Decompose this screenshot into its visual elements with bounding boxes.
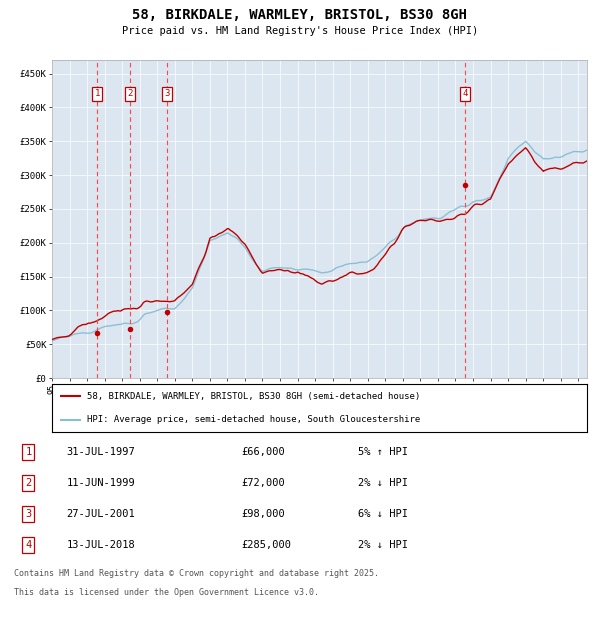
Text: Price paid vs. HM Land Registry's House Price Index (HPI): Price paid vs. HM Land Registry's House … <box>122 26 478 36</box>
Text: 3: 3 <box>25 509 32 519</box>
Text: 11-JUN-1999: 11-JUN-1999 <box>67 478 135 488</box>
Text: 5% ↑ HPI: 5% ↑ HPI <box>358 446 409 456</box>
Text: 2% ↓ HPI: 2% ↓ HPI <box>358 478 409 488</box>
Text: 4: 4 <box>25 541 32 551</box>
Text: 58, BIRKDALE, WARMLEY, BRISTOL, BS30 8GH (semi-detached house): 58, BIRKDALE, WARMLEY, BRISTOL, BS30 8GH… <box>87 391 420 401</box>
Text: 3: 3 <box>164 89 170 99</box>
Text: 2: 2 <box>127 89 133 99</box>
Text: 27-JUL-2001: 27-JUL-2001 <box>67 509 135 519</box>
Text: £98,000: £98,000 <box>242 509 286 519</box>
Text: 1: 1 <box>94 89 100 99</box>
Text: Contains HM Land Registry data © Crown copyright and database right 2025.: Contains HM Land Registry data © Crown c… <box>14 569 379 578</box>
Text: £72,000: £72,000 <box>242 478 286 488</box>
Text: 31-JUL-1997: 31-JUL-1997 <box>67 446 135 456</box>
Text: HPI: Average price, semi-detached house, South Gloucestershire: HPI: Average price, semi-detached house,… <box>87 415 420 425</box>
Text: 58, BIRKDALE, WARMLEY, BRISTOL, BS30 8GH: 58, BIRKDALE, WARMLEY, BRISTOL, BS30 8GH <box>133 8 467 22</box>
Text: £66,000: £66,000 <box>242 446 286 456</box>
Text: 2: 2 <box>25 478 32 488</box>
Text: 1: 1 <box>25 446 32 456</box>
Text: This data is licensed under the Open Government Licence v3.0.: This data is licensed under the Open Gov… <box>14 588 319 596</box>
Text: 6% ↓ HPI: 6% ↓ HPI <box>358 509 409 519</box>
Text: 13-JUL-2018: 13-JUL-2018 <box>67 541 135 551</box>
Text: 4: 4 <box>462 89 467 99</box>
Text: £285,000: £285,000 <box>242 541 292 551</box>
Text: 2% ↓ HPI: 2% ↓ HPI <box>358 541 409 551</box>
